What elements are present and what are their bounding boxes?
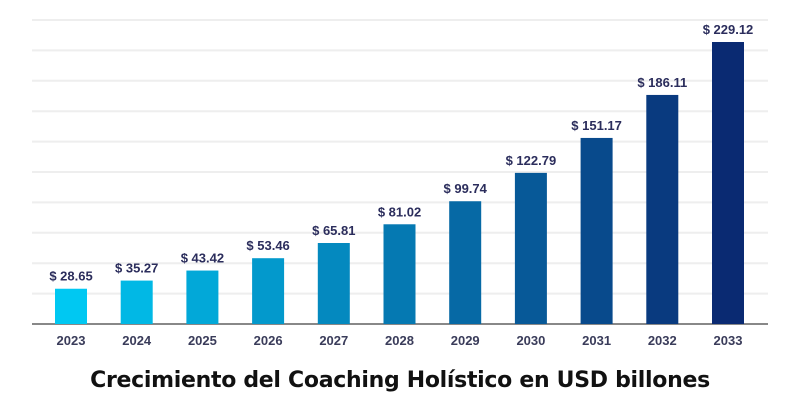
bar-2028 xyxy=(383,224,416,324)
x-tick-label: 2029 xyxy=(451,333,480,348)
x-tick-label: 2023 xyxy=(57,333,86,348)
bar-2033 xyxy=(712,42,744,324)
data-label-2025: $ 43.42 xyxy=(181,251,224,266)
bar-2030 xyxy=(514,172,547,324)
x-tick-label: 2032 xyxy=(648,333,677,348)
data-label-2026: $ 53.46 xyxy=(246,238,289,253)
x-tick-label: 2028 xyxy=(385,333,414,348)
data-label-2028: $ 81.02 xyxy=(378,204,421,219)
data-label-2027: $ 65.81 xyxy=(312,223,355,238)
bar-2032 xyxy=(646,94,679,324)
data-label-2024: $ 35.27 xyxy=(115,261,158,276)
bar-chart: $ 28.65 2023 $ 35.27 2024 $ 43.42 2025 $ 53.46… xyxy=(32,19,768,348)
x-tick-label: 2030 xyxy=(516,333,545,348)
data-label-2029: $ 99.74 xyxy=(444,181,488,196)
x-tick-label: 2025 xyxy=(188,333,217,348)
data-label-2032: $ 186.11 xyxy=(637,75,687,90)
data-label-2023: $ 28.65 xyxy=(49,269,92,284)
bar-2029 xyxy=(449,201,482,324)
bar-2031 xyxy=(580,137,613,324)
data-label-2031: $ 151.17 xyxy=(571,118,622,133)
x-tick-label: 2027 xyxy=(319,333,348,348)
bar-2025 xyxy=(186,270,219,324)
bar-2026 xyxy=(252,258,285,324)
data-label-2030: $ 122.79 xyxy=(506,153,557,168)
data-label-2033: $ 229.12 xyxy=(703,22,754,37)
bar-2027 xyxy=(317,243,350,324)
bar-2024 xyxy=(120,280,153,324)
x-tick-label: 2033 xyxy=(714,333,743,348)
x-tick-label: 2026 xyxy=(254,333,283,348)
chart-title: Crecimiento del Coaching Holístico en US… xyxy=(90,368,710,393)
x-tick-label: 2031 xyxy=(582,333,611,348)
x-tick-label: 2024 xyxy=(122,333,152,348)
bar-2023 xyxy=(55,288,87,324)
